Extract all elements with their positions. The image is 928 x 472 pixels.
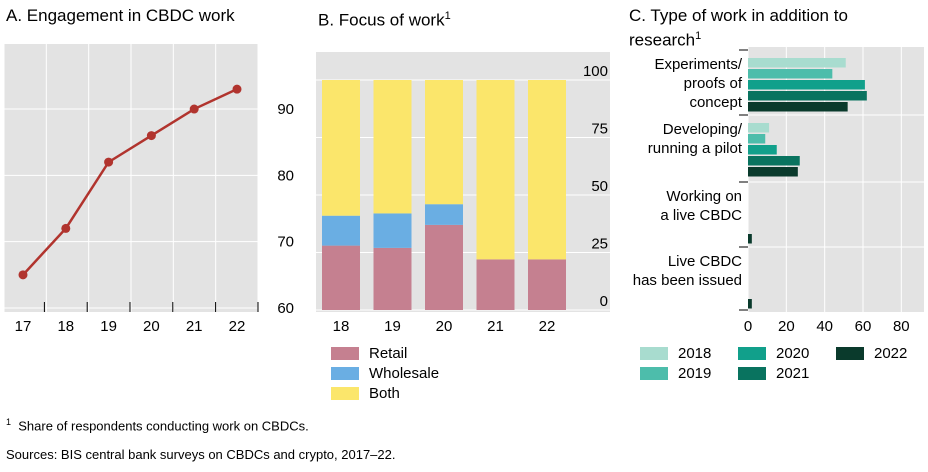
bar-2022 [748,167,798,177]
category-label: Live CBDC [668,253,742,270]
bar-retail [425,224,463,310]
category-label: Working on [666,188,742,205]
legend-2022: 2022 [836,345,907,362]
bar-both [322,80,360,216]
legend-2019: 2019 [640,365,711,382]
bar-2020 [748,80,865,90]
y-tick-label: 100 [583,63,608,80]
data-point [61,223,71,233]
legend-swatch-2021 [738,367,766,380]
x-tick-label: 40 [816,318,833,335]
legend-swatch-retail [331,347,359,360]
bar-retail [476,259,515,310]
data-point [232,84,242,94]
bar-2019 [748,134,766,144]
footnote-marker: 1 [695,30,702,42]
footnote-marker: 1 [444,10,451,22]
panel-a-title: A. Engagement in CBDC work [6,6,235,25]
data-point [104,157,114,167]
legend-swatch-2018 [640,347,668,360]
x-tick-label: 19 [384,318,401,335]
x-tick-label: 0 [744,318,752,335]
footnote-marker: 1 [6,417,12,427]
x-tick-label: 60 [855,318,872,335]
sources-note: Sources: BIS central bank surveys on CBD… [6,447,396,462]
footnote: 1 Share of respondents conducting work o… [6,417,309,434]
data-point [18,270,28,280]
y-tick-label: 50 [591,178,608,195]
panel-c-title: C. Type of work in addition to research1 [629,6,848,50]
x-tick-label: 17 [15,318,32,335]
x-tick-label: 21 [487,318,504,335]
bar-2019 [748,69,833,79]
x-tick-label: 80 [893,318,910,335]
bar-both [476,80,515,260]
x-tick-label: 22 [539,318,556,335]
legend-both: Both [331,385,400,402]
bar-retail [528,259,566,310]
bar-wholesale [373,213,412,248]
bar-retail [373,247,412,310]
x-tick-label: 20 [778,318,795,335]
bar-2022 [748,299,752,309]
bar-2022 [748,234,752,244]
category-label: a live CBDC [660,207,742,224]
category-label: Experiments/ [654,56,742,73]
data-point [189,104,199,114]
bar-2020 [748,145,777,155]
x-tick-label: 20 [143,318,160,335]
bar-2021 [748,156,800,166]
bar-wholesale [425,204,463,225]
x-tick-label: 18 [57,318,74,335]
bar-both [373,80,412,214]
bar-both [528,80,566,260]
y-tick-label: 25 [591,236,608,253]
legend-2020: 2020 [738,345,809,362]
y-tick-label: 90 [277,101,294,118]
category-label: concept [689,94,742,111]
bar-wholesale [322,215,360,246]
x-tick-label: 21 [186,318,203,335]
x-tick-label: 19 [100,318,117,335]
panel-b-title: B. Focus of work1 [318,10,451,30]
x-tick-label: 20 [436,318,453,335]
bar-retail [322,245,360,310]
category-label: Developing/ [663,121,743,138]
bar-2018 [748,123,770,133]
y-tick-label: 60 [277,300,294,317]
legend-swatch-2019 [640,367,668,380]
x-tick-label: 22 [229,318,246,335]
y-tick-label: 80 [277,167,294,184]
data-point [146,131,156,141]
y-tick-label: 0 [600,293,608,310]
legend-retail: Retail [331,345,407,362]
bar-2018 [748,58,846,68]
y-tick-label: 75 [591,121,608,138]
y-tick-label: 70 [277,234,294,251]
category-label: proofs of [684,75,743,92]
legend-swatch-wholesale [331,367,359,380]
category-label: has been issued [633,272,742,289]
bar-both [425,80,463,205]
category-label: running a pilot [648,140,743,157]
legend-swatch-both [331,387,359,400]
legend-2018: 2018 [640,345,711,362]
legend-swatch-2020 [738,347,766,360]
legend-2021: 2021 [738,365,809,382]
bar-2022 [748,102,848,112]
legend-swatch-2022 [836,347,864,360]
x-tick-label: 18 [333,318,350,335]
bar-2021 [748,91,867,101]
legend-wholesale: Wholesale [331,365,439,382]
series-line [22,88,238,276]
